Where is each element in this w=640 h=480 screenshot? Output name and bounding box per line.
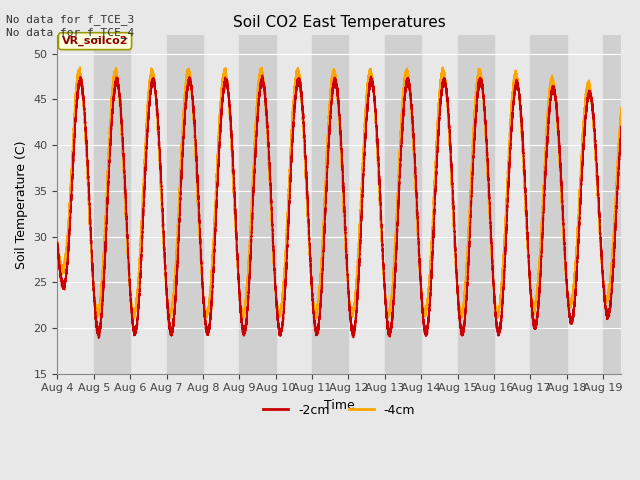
-2cm — [415, 254, 423, 260]
Text: No data for f_TCE_3
No data for f_TCE_4: No data for f_TCE_3 No data for f_TCE_4 — [6, 14, 134, 38]
Bar — [458, 36, 494, 374]
-2cm — [618, 127, 625, 133]
-4cm — [415, 262, 423, 268]
Bar — [94, 36, 130, 374]
Bar — [239, 36, 276, 374]
-4cm — [395, 172, 403, 178]
-4cm — [618, 107, 625, 112]
-2cm — [581, 127, 589, 132]
-4cm — [320, 205, 328, 211]
-4cm — [76, 64, 84, 70]
-2cm — [259, 72, 266, 78]
Text: VR_soilco2: VR_soilco2 — [62, 36, 128, 46]
-2cm — [95, 336, 102, 341]
Bar — [312, 36, 348, 374]
X-axis label: Time: Time — [324, 399, 355, 412]
Bar — [603, 36, 621, 374]
-4cm — [458, 312, 465, 317]
Line: -4cm: -4cm — [58, 67, 621, 319]
Legend: -2cm, -4cm: -2cm, -4cm — [259, 398, 420, 421]
Title: Soil CO2 East Temperatures: Soil CO2 East Temperatures — [233, 15, 445, 30]
Y-axis label: Soil Temperature (C): Soil Temperature (C) — [15, 140, 28, 269]
-2cm — [194, 182, 202, 188]
-4cm — [194, 206, 202, 212]
Bar — [531, 36, 566, 374]
Line: -2cm: -2cm — [58, 75, 621, 338]
Bar — [385, 36, 421, 374]
-4cm — [312, 316, 319, 322]
-2cm — [395, 199, 403, 205]
-2cm — [54, 240, 61, 245]
-4cm — [54, 244, 61, 250]
-4cm — [581, 105, 589, 110]
Bar — [166, 36, 203, 374]
-2cm — [320, 239, 328, 245]
-2cm — [458, 328, 465, 334]
